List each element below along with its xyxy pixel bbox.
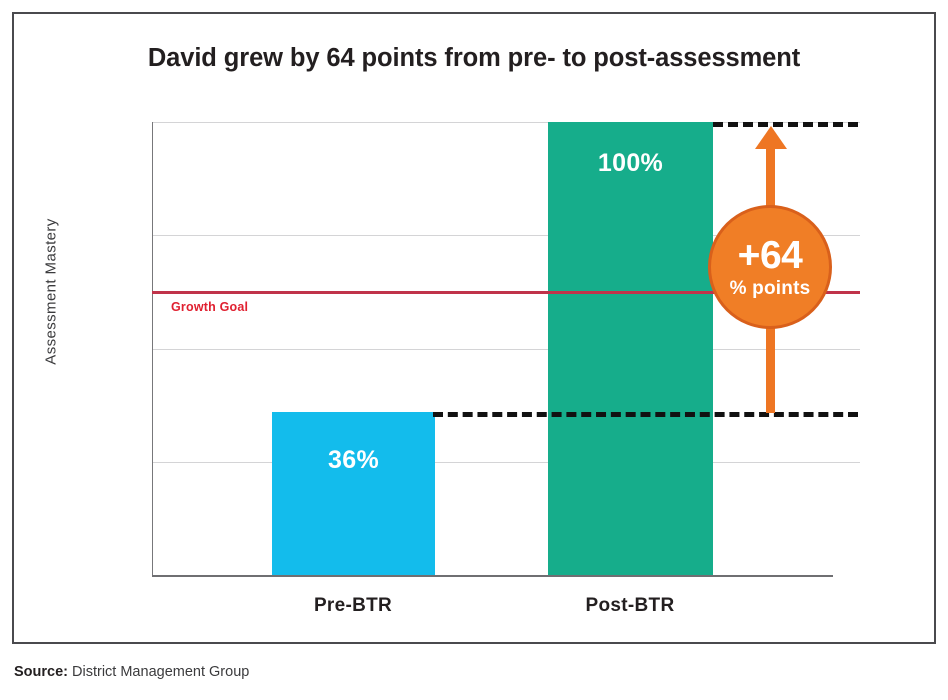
growth-badge-value: +64 [737,234,803,277]
bar-pre-btr: 36% [272,411,435,575]
bar-post-btr: 100% [548,122,713,575]
y-axis-title: Assessment Mastery [42,218,60,365]
gridline-25 [152,461,860,463]
source-label: Source: [14,664,68,680]
page-title: David grew by 64 points from pre- to pos… [147,44,801,72]
plot-area: 36% 100% [152,122,860,575]
y-axis-line [152,122,153,576]
gridline-50 [152,348,860,350]
growth-badge-unit: % points [729,278,811,299]
guide-line-bottom-36 [433,412,858,417]
growth-arrow-head [754,126,787,149]
growth-goal-label: Growth Goal [171,300,249,314]
x-tick-label-post-btr: Post-BTR [585,595,675,616]
guide-line-top-100 [713,122,858,127]
gridline-100 [152,122,860,123]
growth-goal-line [152,291,860,294]
gridline-75 [152,235,860,237]
source-footer: Source: District Management Group [14,664,249,680]
chart-frame-border [12,12,936,644]
x-axis-line [152,575,833,577]
bar-value-label-post: 100% [597,149,664,177]
x-tick-label-pre-btr: Pre-BTR [313,595,393,616]
bar-value-label-pre: 36% [328,445,379,474]
growth-badge: +64 % points [708,205,832,329]
source-value: District Management Group [68,664,250,680]
